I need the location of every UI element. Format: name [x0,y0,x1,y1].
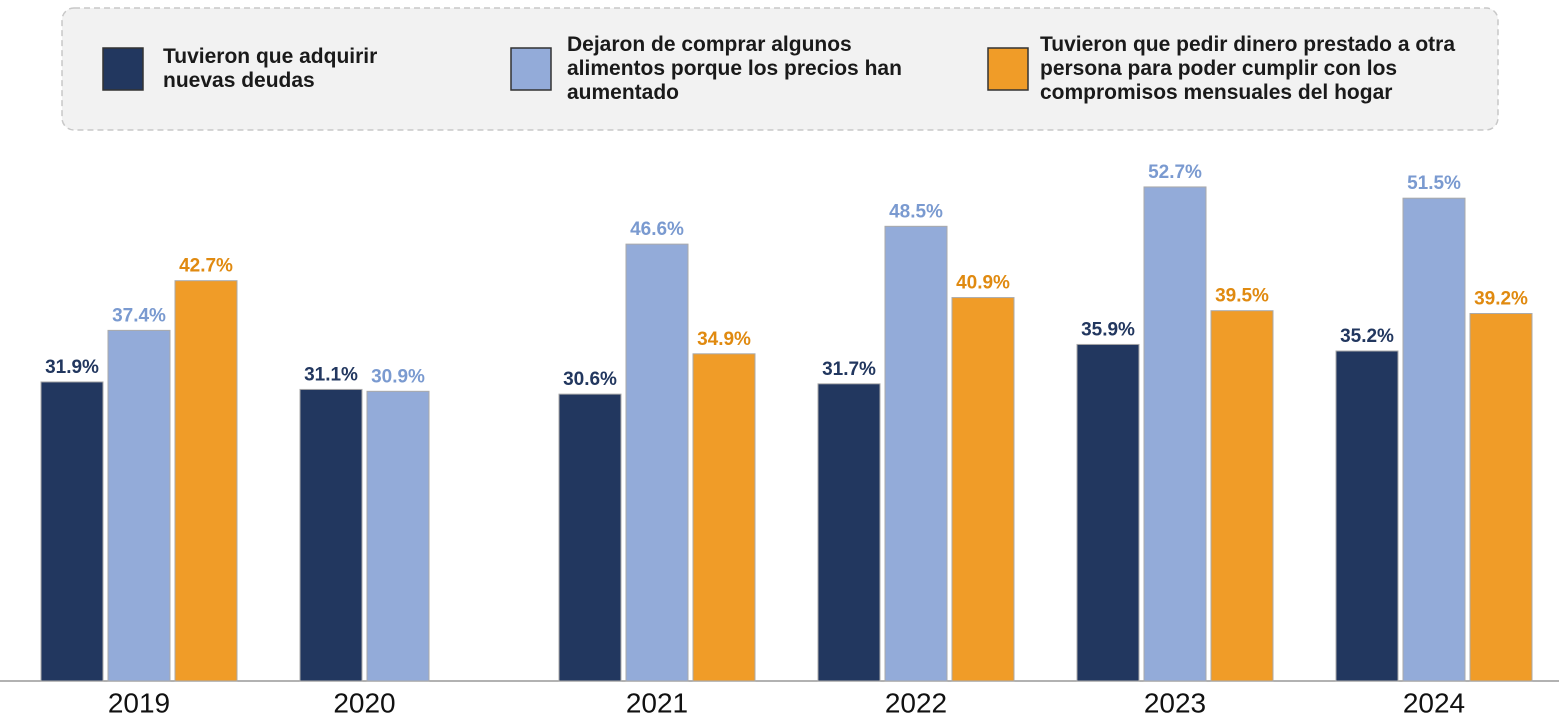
bar [107,329,171,682]
value-label: 35.9% [1081,319,1135,340]
value-label: 31.7% [822,359,876,380]
bar [951,297,1015,682]
value-label: 39.2% [1474,289,1528,310]
value-label: 48.5% [889,201,943,222]
x-tick-label: 2022 [885,687,947,718]
bar [1210,310,1274,682]
legend-label: Tuvieron que pedir dinero prestado a otr… [1040,33,1456,104]
legend-label: Dejaron de comprar algunos alimentos por… [567,33,902,104]
bar [1143,186,1207,682]
bar [1469,313,1533,682]
x-tick-label: 2023 [1144,687,1206,718]
value-label: 31.1% [304,364,358,385]
value-label: 42.7% [179,256,233,277]
x-tick-label: 2024 [1403,687,1465,718]
value-label: 30.6% [563,369,617,390]
value-label: 30.9% [371,366,425,387]
bar [366,390,430,682]
x-tick-label: 2019 [108,687,170,718]
bar [625,243,689,682]
value-label: 35.2% [1340,326,1394,347]
value-label: 51.5% [1407,173,1461,194]
legend-swatch [987,47,1029,91]
legend-swatch [102,47,144,91]
value-label: 34.9% [697,329,751,350]
bar [40,381,104,682]
bar [1402,197,1466,682]
bar [299,388,363,682]
x-tick-label: 2020 [333,687,395,718]
legend-box [61,7,1499,131]
value-label: 52.7% [1148,162,1202,183]
legend-label: Tuvieron que adquirir nuevas deudas [163,45,378,92]
value-label: 40.9% [956,273,1010,294]
bar [174,280,238,682]
value-label: 39.5% [1215,286,1269,307]
bar [1335,350,1399,682]
x-tick-label: 2021 [626,687,688,718]
bar [884,225,948,682]
value-label: 46.6% [630,219,684,240]
bar [558,393,622,682]
bar [692,353,756,682]
value-label: 31.9% [45,357,99,378]
bar [1076,343,1140,682]
legend-swatch [510,47,552,91]
bar [817,383,881,682]
value-label: 37.4% [112,305,166,326]
